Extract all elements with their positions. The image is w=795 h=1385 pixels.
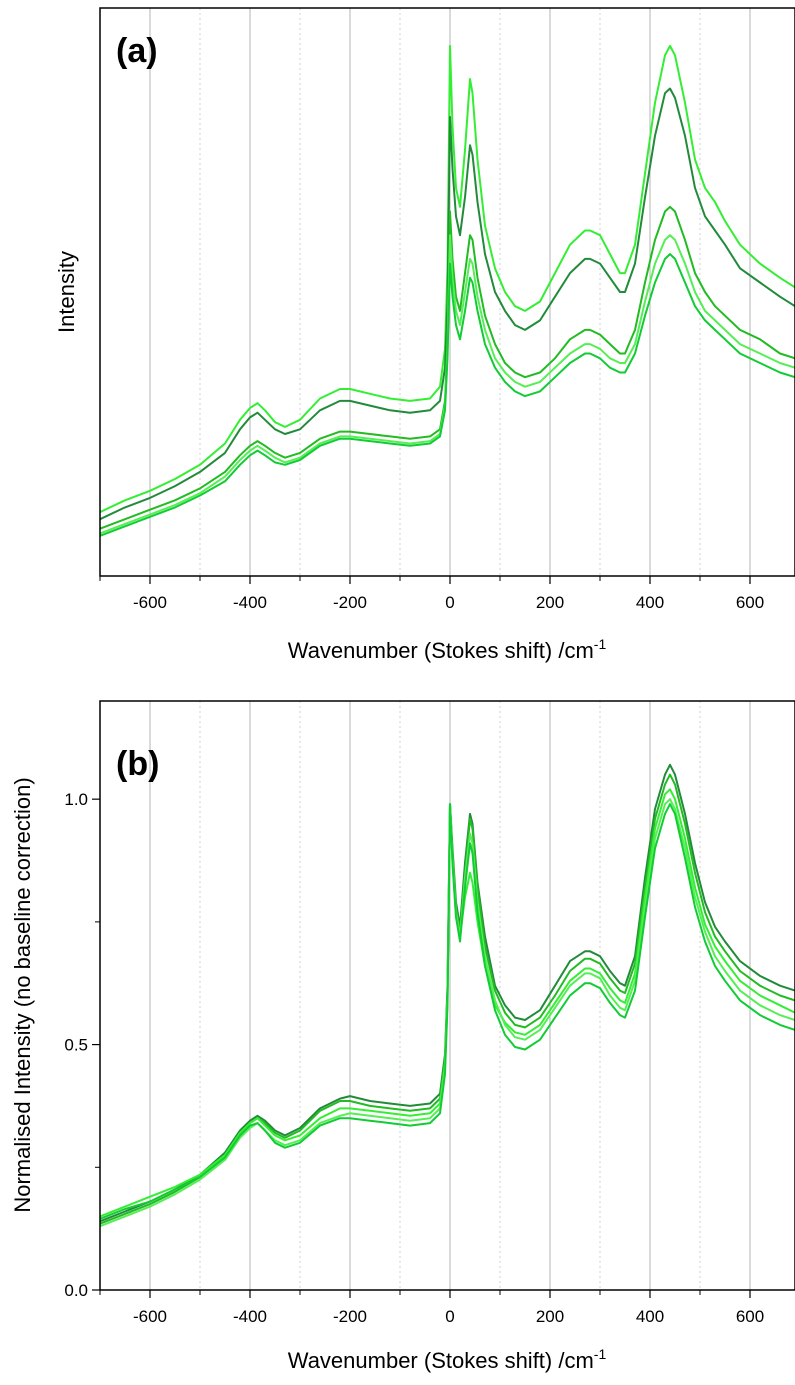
plot-frame-a: [99, 7, 795, 577]
x-tick-label: 0: [445, 593, 454, 612]
panel-label-b: (b): [116, 745, 159, 783]
x-ticks-a: -600 -400 -200 0 200 400 600: [99, 576, 764, 612]
x-tick-label: -600: [133, 593, 167, 612]
y-tick-label: 0.5: [64, 1036, 88, 1055]
chart-a: -600 -400 -200 0 200 400 600 (a) Wavenumber (S…: [54, 7, 795, 663]
series-line-a-2: [99, 87, 795, 521]
x-tick-label: 600: [736, 593, 764, 612]
series-line-a-4: [99, 234, 795, 535]
x-tick-label: 200: [536, 593, 564, 612]
x-tick-label: -200: [333, 593, 367, 612]
panel-label-a: (a): [116, 32, 158, 70]
x-axis-title-b: Wavenumber (Stokes shift) /cm-1: [288, 1346, 607, 1373]
plot-frame-b: [99, 700, 795, 1291]
x-tick-label: 200: [536, 1307, 564, 1326]
y-axis-title-a: Intensity: [54, 251, 79, 333]
x-axis-title-a: Wavenumber (Stokes shift) /cm-1: [288, 636, 607, 663]
x-tick-label: 400: [636, 1307, 664, 1326]
x-tick-label: -400: [233, 1307, 267, 1326]
x-tick-label: 600: [736, 1307, 764, 1326]
grid-b: [149, 701, 751, 1290]
series-line-a-3: [99, 205, 795, 530]
y-ticks-b: 0.0 0.5 1.0: [64, 790, 100, 1300]
x-tick-label: -600: [133, 1307, 167, 1326]
series-line-a-5: [99, 253, 795, 537]
series-line-b-2: [99, 773, 795, 1225]
series-line-a-1: [99, 44, 795, 514]
y-tick-label: 0.0: [64, 1281, 88, 1300]
y-axis-title-b: Normalised Intensity (no baseline correc…: [10, 777, 35, 1212]
x-tick-label: -200: [333, 1307, 367, 1326]
x-tick-label: -400: [233, 593, 267, 612]
y-tick-label: 1.0: [64, 790, 88, 809]
x-tick-label: 400: [636, 593, 664, 612]
series-group-b: [99, 763, 795, 1228]
series-line-b-3: [99, 788, 795, 1218]
chart-b: -600 -400 -200 0 200 400 600 0.0 0.5 1.0 (b) Wav…: [10, 700, 795, 1373]
x-ticks-b: -600 -400 -200 0 200 400 600: [99, 1290, 764, 1326]
series-group-a: [99, 44, 795, 537]
series-line-b-5: [99, 803, 795, 1220]
x-tick-label: 0: [445, 1307, 454, 1326]
